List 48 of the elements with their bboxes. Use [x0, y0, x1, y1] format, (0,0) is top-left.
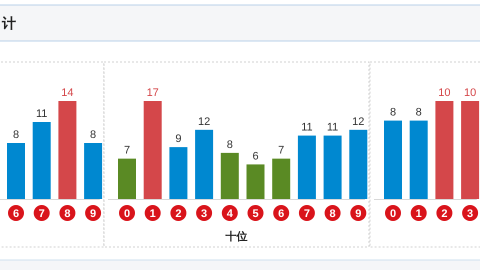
x-tick-label: 6	[278, 208, 284, 220]
x-tick-label: 2	[175, 208, 182, 220]
bar	[169, 147, 188, 199]
bar	[298, 136, 316, 199]
data-label: 11	[326, 122, 338, 134]
data-label: 9	[175, 133, 182, 146]
data-label: 11	[36, 108, 48, 120]
data-label: 7	[124, 144, 130, 157]
bar	[220, 152, 239, 199]
bar	[144, 101, 162, 199]
x-tick-label: 9	[90, 208, 96, 220]
data-label: 8	[226, 138, 233, 151]
x-tick-label: 3	[467, 208, 474, 220]
data-label: 6	[252, 150, 259, 162]
bar	[349, 130, 368, 199]
bar	[272, 158, 290, 199]
data-label: 8	[390, 106, 396, 119]
x-tick-label: 1	[150, 208, 156, 220]
x-tick-label: 0	[124, 208, 130, 220]
x-tick-label: 4	[226, 208, 234, 220]
x-tick-label: 7	[38, 208, 45, 220]
x-tick-label: 8	[64, 208, 70, 220]
x-tick-label: 3	[201, 208, 208, 220]
x-tick-label: 9	[355, 208, 362, 220]
data-label: 8	[416, 106, 422, 119]
x-tick-label: 8	[330, 208, 336, 220]
x-tick-label: 2	[441, 208, 448, 220]
x-tick-label: 5	[252, 208, 259, 220]
x-tick-label: 7	[304, 208, 310, 220]
bar	[324, 136, 342, 199]
data-label: 12	[198, 116, 210, 128]
data-label: 7	[278, 144, 284, 157]
data-label: 17	[146, 87, 159, 99]
x-tick-label: 0	[390, 208, 396, 220]
data-label: 14	[61, 87, 74, 99]
chart-title: 计	[1, 15, 16, 31]
data-label: 8	[12, 129, 20, 141]
data-label: 11	[301, 122, 313, 134]
x-tick-label: 1	[416, 208, 422, 220]
data-label: 8	[90, 129, 96, 141]
bar	[195, 130, 214, 199]
bar	[118, 158, 136, 199]
x-tick-label: 6	[12, 208, 20, 220]
bar	[246, 164, 264, 199]
data-label: 10	[438, 87, 451, 99]
data-label: 12	[352, 116, 364, 128]
data-label: 10	[464, 87, 476, 99]
x-axis-title: 十位	[224, 230, 248, 243]
